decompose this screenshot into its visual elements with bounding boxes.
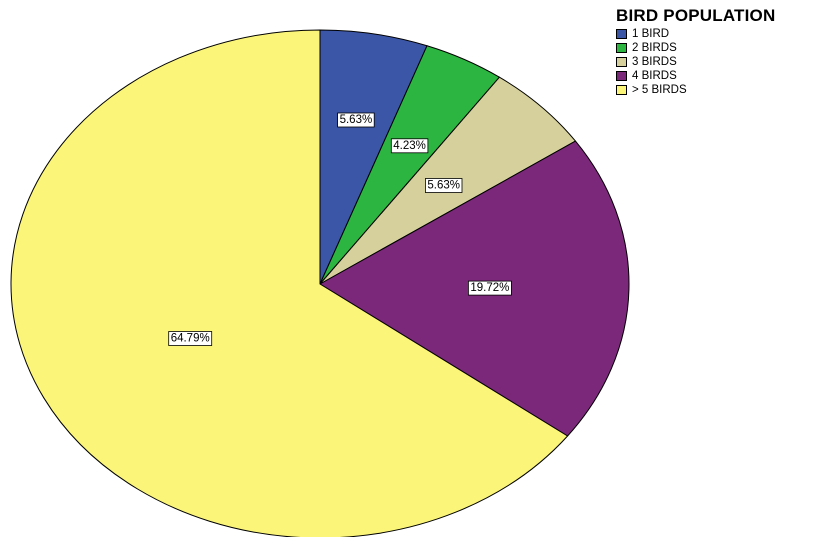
legend-label: 4 BIRDS [632,70,677,82]
data-label-box [467,280,512,296]
data-label-box [337,112,375,128]
pie-data-labels: 5.63% 4.23% 5.63% 19.72% 64.79% [168,112,512,346]
legend-swatch [616,57,627,67]
legend-swatch [616,85,627,95]
data-label: 5.63% [424,178,463,193]
legend-label: > 5 BIRDS [632,84,687,96]
legend: BIRD POPULATION 1 BIRD 2 BIRDS 3 BIRDS 4… [616,6,775,97]
pie-slice [10,29,569,537]
data-label-box [390,138,429,154]
legend-item-over-5-birds: > 5 BIRDS [616,83,775,97]
legend-swatch [616,71,627,81]
legend-label: 1 BIRD [632,28,670,40]
legend-item-4-birds: 4 BIRDS [616,69,775,83]
data-label-text: 5.63% [427,180,460,192]
data-label-text: 19.72% [470,282,509,294]
data-label-text: 5.63% [340,114,373,126]
legend-label: 3 BIRDS [632,56,677,68]
data-label-text: 4.23% [393,140,426,152]
pie-slices [10,29,630,537]
legend-item-1-bird: 1 BIRD [616,27,775,41]
legend-item-2-birds: 2 BIRDS [616,41,775,55]
data-label-box [168,331,213,346]
data-label-box [424,178,463,193]
legend-title: BIRD POPULATION [616,6,776,25]
legend-swatch [616,43,627,53]
data-label-text: 64.79% [171,333,210,345]
legend-item-3-birds: 3 BIRDS [616,55,775,69]
legend-label: 2 BIRDS [632,42,677,54]
data-label: 4.23% [390,138,429,154]
data-label: 5.63% [337,112,375,128]
legend-swatch [616,29,627,39]
data-label: 19.72% [467,280,512,296]
data-label: 64.79% [168,331,213,346]
